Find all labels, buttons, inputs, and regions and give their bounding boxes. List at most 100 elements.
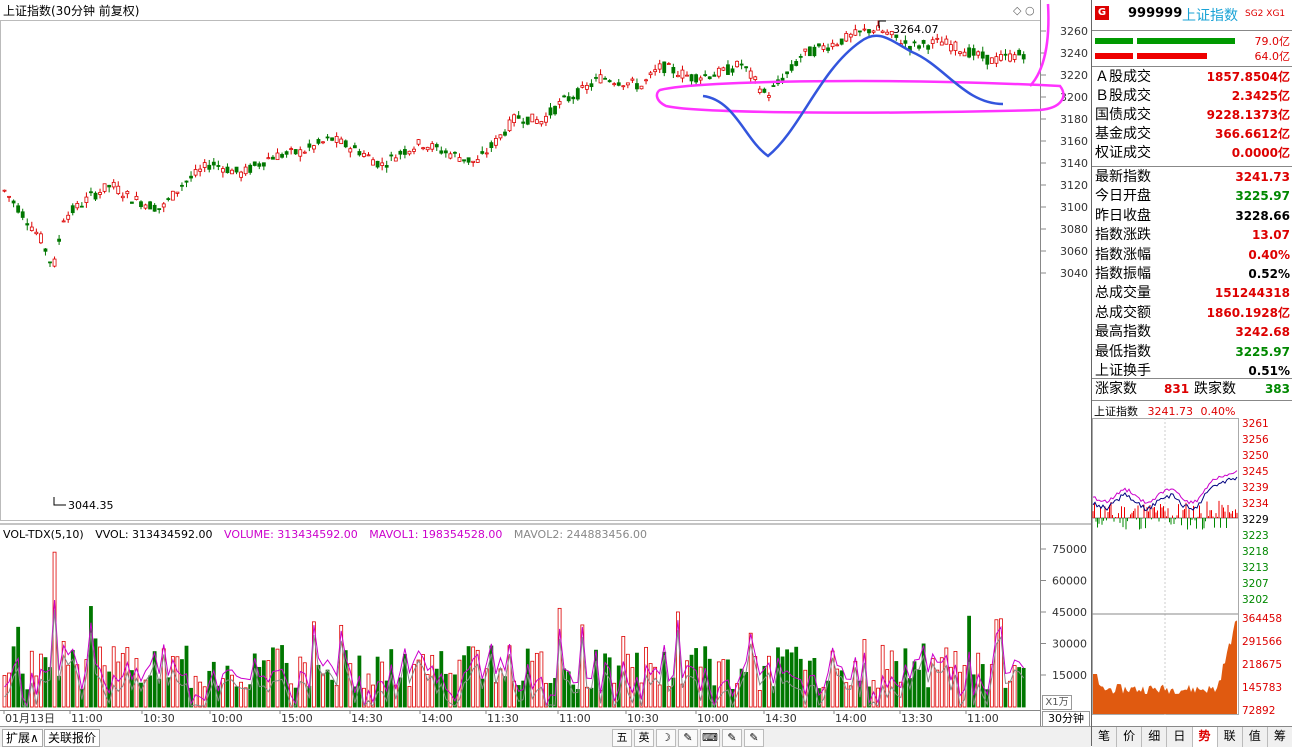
fall-label: 跌家数 bbox=[1194, 381, 1236, 397]
english-mode-icon[interactable]: 英 bbox=[634, 729, 654, 747]
volume-bar bbox=[848, 685, 853, 708]
volume-bar bbox=[448, 672, 453, 708]
candle-body bbox=[48, 261, 52, 264]
divider bbox=[1092, 66, 1292, 67]
index-stat-value: 3225.97 bbox=[1235, 344, 1290, 359]
candle-body bbox=[302, 151, 307, 154]
candle-body bbox=[89, 191, 93, 194]
index-name[interactable]: 上证指数 bbox=[1182, 8, 1238, 24]
candle-body bbox=[7, 195, 11, 198]
brush-icon[interactable]: ✎ bbox=[722, 729, 742, 747]
candle-body bbox=[862, 28, 867, 31]
volume-bar bbox=[580, 624, 585, 708]
volume-bar bbox=[484, 668, 489, 708]
volume-bar bbox=[571, 684, 576, 708]
chart-options-icon[interactable]: ◇ ○ bbox=[1013, 4, 1035, 17]
candle-body bbox=[129, 201, 134, 204]
candle-body bbox=[557, 101, 562, 105]
right-tab[interactable]: 价 bbox=[1117, 727, 1143, 747]
volume-row: 国债成交 9228.1373亿 bbox=[1092, 106, 1292, 125]
candle-body bbox=[830, 42, 835, 48]
candle-body bbox=[120, 195, 125, 199]
index-stat-row: 指数涨跌 13.07 bbox=[1092, 226, 1292, 245]
time-axis-label: 10:00 bbox=[697, 712, 729, 725]
candle-body bbox=[726, 64, 730, 75]
candle-body bbox=[648, 72, 653, 76]
volume-bar bbox=[871, 680, 876, 708]
candle-body bbox=[152, 204, 157, 212]
volume-scale-unit: X1万 bbox=[1042, 695, 1072, 710]
volume-bar bbox=[343, 650, 348, 708]
volume-axis-label: 60000 bbox=[1052, 575, 1087, 588]
time-axis-label: 10:30 bbox=[143, 712, 175, 725]
index-stat-row: 上证换手 0.51% bbox=[1092, 362, 1292, 381]
volume-bar bbox=[66, 664, 71, 708]
divider bbox=[1092, 378, 1292, 379]
candle-body bbox=[989, 57, 994, 64]
candle-body bbox=[257, 163, 262, 167]
candle-body bbox=[75, 203, 80, 209]
volume-bar bbox=[120, 653, 125, 708]
candle-body bbox=[803, 48, 808, 52]
right-tab[interactable]: 值 bbox=[1243, 727, 1268, 747]
right-tab[interactable]: 筹 bbox=[1268, 727, 1292, 747]
candle-body bbox=[402, 149, 407, 155]
pen-icon[interactable]: ✎ bbox=[678, 729, 698, 747]
candle-body bbox=[293, 149, 298, 155]
volume-bar bbox=[498, 668, 503, 708]
candle-body bbox=[980, 51, 985, 59]
related-quotes-tab[interactable]: 关联报价 bbox=[44, 729, 101, 747]
candle-body bbox=[371, 159, 375, 166]
volume-bar bbox=[689, 654, 694, 708]
candle-body bbox=[1003, 53, 1008, 56]
time-axis-label: 10:30 bbox=[627, 712, 659, 725]
candle-body bbox=[812, 46, 817, 57]
time-axis-label: 13:30 bbox=[901, 712, 933, 725]
price-panel-frame bbox=[0, 20, 1041, 521]
kline-chart[interactable]: 3260 3240 3220 3200 3180 3160 3140 3120 3100 3080… bbox=[0, 0, 1091, 746]
moon-icon[interactable]: ☽ bbox=[656, 729, 676, 747]
candle-body bbox=[425, 146, 430, 151]
intraday-minichart[interactable]: 3261 3256 3250 3245 3239 3234 3229 3223 3218 3213… bbox=[1092, 418, 1292, 726]
volume-bar bbox=[999, 618, 1003, 708]
right-tab[interactable]: 势 bbox=[1192, 727, 1218, 747]
candle-body bbox=[275, 152, 280, 161]
candle-body bbox=[139, 201, 143, 208]
candle-body bbox=[1008, 53, 1012, 62]
candle-body bbox=[157, 208, 162, 210]
vol-indicator-name[interactable]: VOL-TDX(5,10) bbox=[3, 528, 84, 541]
mini-volume-label: 72892 bbox=[1242, 705, 1275, 717]
mini-avg-line bbox=[1092, 476, 1238, 512]
main-chart-area[interactable]: 3260 3240 3220 3200 3180 3160 3140 3120 3100 3080… bbox=[0, 0, 1091, 747]
period-selector[interactable]: 30分钟 bbox=[1042, 711, 1090, 727]
right-tab[interactable]: 联 bbox=[1218, 727, 1243, 747]
support-zone-circle bbox=[655, 79, 1065, 114]
right-tab[interactable]: 笔 bbox=[1092, 727, 1118, 747]
tools-icon[interactable]: ✎ bbox=[744, 729, 764, 747]
mavol1-line bbox=[4, 599, 1025, 708]
volume-bar bbox=[243, 687, 248, 708]
divider bbox=[1092, 30, 1292, 31]
candle-body bbox=[443, 150, 448, 154]
candle-body bbox=[630, 78, 635, 81]
input-method-icon[interactable]: 五 bbox=[612, 729, 632, 747]
candle-body bbox=[926, 45, 931, 50]
candle-body bbox=[730, 68, 735, 73]
keyboard-icon[interactable]: ⌨ bbox=[700, 729, 720, 747]
volume-bar bbox=[503, 676, 507, 708]
index-stat-value: 3225.97 bbox=[1235, 189, 1290, 204]
candle-body bbox=[34, 231, 39, 235]
volume-bar bbox=[898, 681, 903, 708]
volume-bar bbox=[230, 674, 234, 708]
volume-row: Ａ股成交 1857.8504亿 bbox=[1092, 68, 1292, 87]
candle-body bbox=[848, 33, 853, 38]
volume-bar bbox=[239, 681, 244, 708]
volume-bar bbox=[330, 679, 335, 708]
candle-body bbox=[134, 195, 139, 201]
right-tab[interactable]: 细 bbox=[1142, 727, 1168, 747]
expand-tab[interactable]: 扩展∧ bbox=[2, 729, 43, 747]
volume-bar bbox=[393, 684, 398, 708]
candle-body bbox=[598, 74, 603, 84]
volume-row-label: Ａ股成交 bbox=[1095, 69, 1151, 85]
right-tab[interactable]: 日 bbox=[1167, 727, 1193, 747]
